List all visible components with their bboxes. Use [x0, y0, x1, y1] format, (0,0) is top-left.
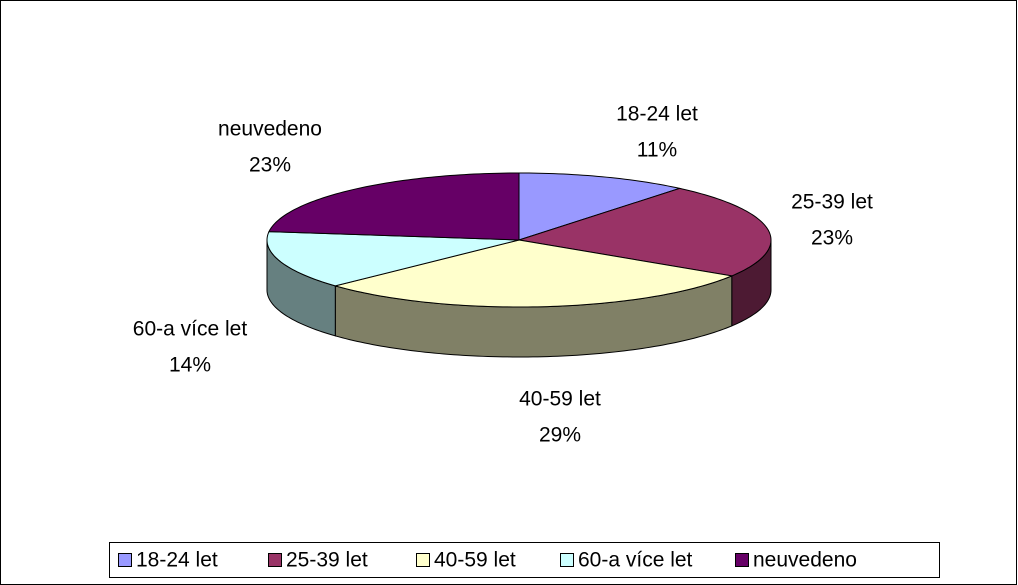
data-label-value: 29% — [539, 424, 581, 447]
legend-swatch — [560, 553, 574, 567]
data-label-value: 11% — [637, 139, 677, 162]
legend-label: 40-59 let — [434, 549, 516, 572]
data-label-category: 25-39 let — [791, 191, 873, 214]
data-label-category: 18-24 let — [616, 103, 698, 126]
legend-label: 18-24 let — [136, 549, 218, 572]
legend-label: 25-39 let — [286, 549, 368, 572]
legend-swatch — [118, 553, 132, 567]
legend-label: 60-a více let — [578, 549, 693, 572]
data-label-category: 60-a více let — [133, 318, 248, 341]
slice — [266, 231, 520, 287]
legend-box — [109, 542, 940, 578]
data-label-value: 14% — [169, 354, 211, 377]
data-label-category: 40-59 let — [519, 388, 601, 411]
slice — [518, 172, 682, 241]
slice — [518, 187, 772, 277]
slice — [268, 172, 520, 241]
data-label-value: 23% — [249, 154, 291, 177]
legend-label: neuvedeno — [753, 549, 857, 572]
legend-swatch — [735, 553, 749, 567]
slice — [333, 239, 734, 308]
legend-swatch — [268, 553, 282, 567]
legend-swatch — [416, 553, 430, 567]
data-label-value: 23% — [811, 227, 853, 250]
data-label-category: neuvedeno — [218, 118, 322, 141]
